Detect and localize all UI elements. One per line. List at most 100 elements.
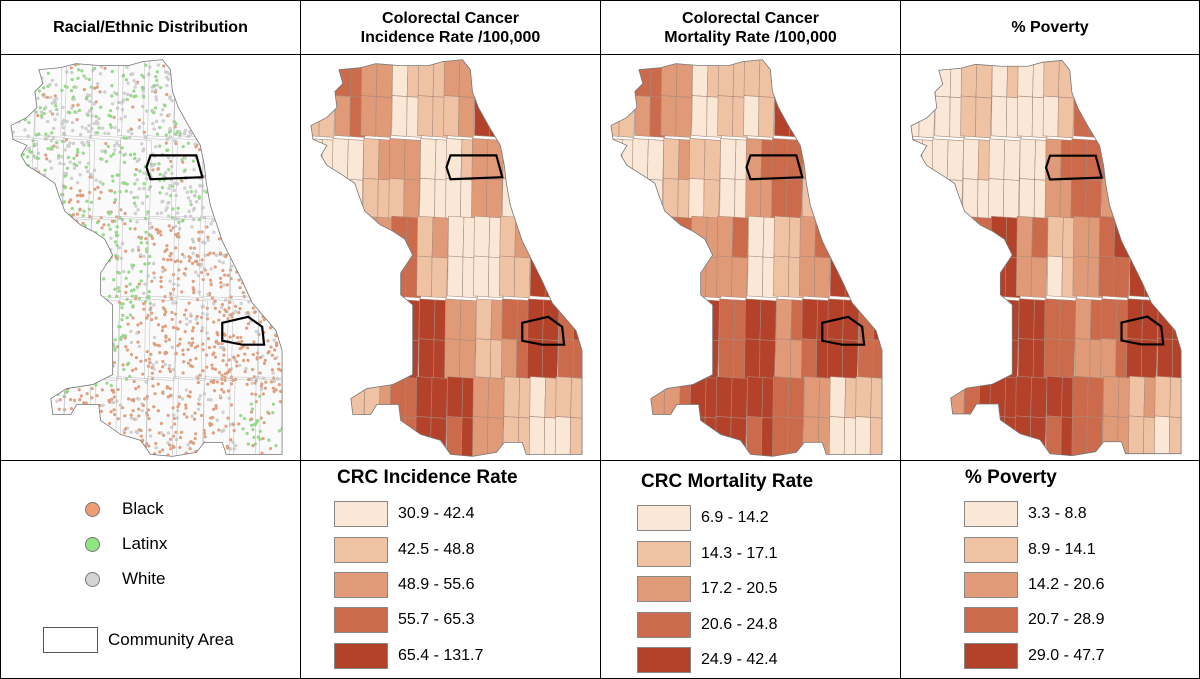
community-area bbox=[572, 59, 583, 98]
population-dot bbox=[124, 427, 128, 431]
community-area bbox=[719, 177, 736, 220]
population-dot bbox=[123, 115, 127, 119]
community-area bbox=[320, 178, 338, 221]
population-dot bbox=[137, 385, 141, 389]
legend-row: 8.9 - 14.1 bbox=[964, 537, 1096, 563]
population-dot bbox=[222, 348, 226, 352]
population-dot bbox=[129, 416, 134, 420]
population-dot bbox=[122, 269, 126, 274]
community-area bbox=[336, 298, 353, 341]
population-dot bbox=[110, 94, 114, 98]
population-dot bbox=[85, 96, 89, 100]
population-dot bbox=[148, 233, 152, 237]
population-dot bbox=[270, 368, 274, 372]
population-dot bbox=[220, 387, 224, 392]
population-dot bbox=[250, 423, 254, 428]
population-dot bbox=[139, 241, 143, 245]
population-dot bbox=[252, 340, 256, 344]
community-area bbox=[351, 299, 369, 342]
population-dot bbox=[120, 318, 124, 322]
community-area-boundary bbox=[62, 138, 95, 221]
population-dot bbox=[102, 223, 106, 227]
community-area bbox=[472, 416, 489, 457]
population-dot bbox=[116, 417, 120, 421]
population-dot bbox=[88, 190, 92, 195]
population-dot bbox=[123, 414, 127, 418]
population-dot bbox=[249, 402, 253, 406]
population-dot bbox=[151, 363, 155, 367]
population-dot bbox=[148, 221, 152, 226]
community-area bbox=[632, 138, 649, 180]
population-dot bbox=[279, 368, 283, 372]
population-dot bbox=[87, 143, 91, 147]
community-area bbox=[976, 299, 994, 341]
population-dot bbox=[137, 414, 141, 418]
community-area bbox=[349, 216, 367, 259]
panel-poverty: % Poverty % Poverty 3.3 - 8.8 8.9 - 14.1… bbox=[900, 0, 1200, 679]
population-dot bbox=[166, 77, 171, 81]
community-area bbox=[731, 216, 749, 259]
community-area bbox=[310, 376, 324, 418]
community-area bbox=[1018, 178, 1035, 220]
population-dot bbox=[182, 313, 187, 317]
community-area bbox=[1102, 375, 1120, 418]
population-dot bbox=[169, 258, 173, 262]
community-area bbox=[1158, 138, 1175, 180]
population-dot bbox=[124, 290, 128, 295]
population-dot bbox=[213, 306, 217, 310]
population-dot bbox=[112, 408, 116, 412]
population-dot bbox=[74, 110, 79, 114]
legend-label: 20.6 - 24.8 bbox=[701, 616, 778, 633]
community-area bbox=[320, 299, 338, 342]
population-dot bbox=[70, 206, 74, 210]
community-area bbox=[475, 298, 493, 341]
community-area bbox=[659, 255, 676, 298]
population-dot bbox=[246, 442, 250, 446]
population-dot bbox=[203, 435, 207, 439]
community-area bbox=[718, 298, 736, 341]
community-area bbox=[622, 377, 640, 419]
population-dot bbox=[72, 85, 76, 89]
population-dot bbox=[159, 85, 163, 90]
population-dot bbox=[271, 411, 275, 415]
population-dot bbox=[68, 398, 73, 402]
community-area bbox=[743, 59, 761, 97]
population-dot bbox=[124, 136, 129, 140]
community-area bbox=[990, 215, 1008, 258]
population-dot bbox=[221, 410, 225, 414]
community-area bbox=[950, 339, 967, 381]
population-dot bbox=[42, 95, 47, 99]
community-area-boundary bbox=[228, 376, 262, 457]
community-area bbox=[845, 96, 863, 138]
population-dot bbox=[217, 370, 222, 375]
population-dot bbox=[70, 106, 74, 110]
legend-row: 3.3 - 8.8 bbox=[964, 501, 1087, 527]
population-dot bbox=[113, 198, 118, 202]
population-dot bbox=[147, 290, 151, 294]
population-dot bbox=[178, 227, 182, 231]
population-dot bbox=[100, 226, 104, 230]
population-dot bbox=[158, 144, 162, 148]
community-area bbox=[910, 298, 922, 340]
population-dot bbox=[238, 347, 242, 351]
population-dot bbox=[219, 285, 223, 289]
population-dot bbox=[37, 89, 42, 93]
community-area bbox=[471, 138, 489, 180]
community-area bbox=[403, 178, 420, 221]
race-map bbox=[1, 55, 300, 460]
community-area bbox=[333, 376, 350, 418]
population-dot bbox=[209, 379, 213, 384]
population-dot bbox=[126, 81, 130, 85]
population-dot bbox=[194, 189, 198, 194]
population-dot bbox=[161, 265, 165, 270]
population-dot bbox=[193, 142, 197, 146]
population-dot bbox=[166, 413, 170, 417]
population-dot bbox=[155, 132, 159, 136]
population-dot bbox=[112, 278, 116, 282]
population-dot bbox=[137, 428, 141, 432]
population-dot bbox=[99, 409, 104, 413]
community-area bbox=[716, 255, 733, 298]
population-dot bbox=[137, 248, 141, 252]
community-area bbox=[322, 256, 340, 299]
community-area bbox=[633, 376, 650, 418]
